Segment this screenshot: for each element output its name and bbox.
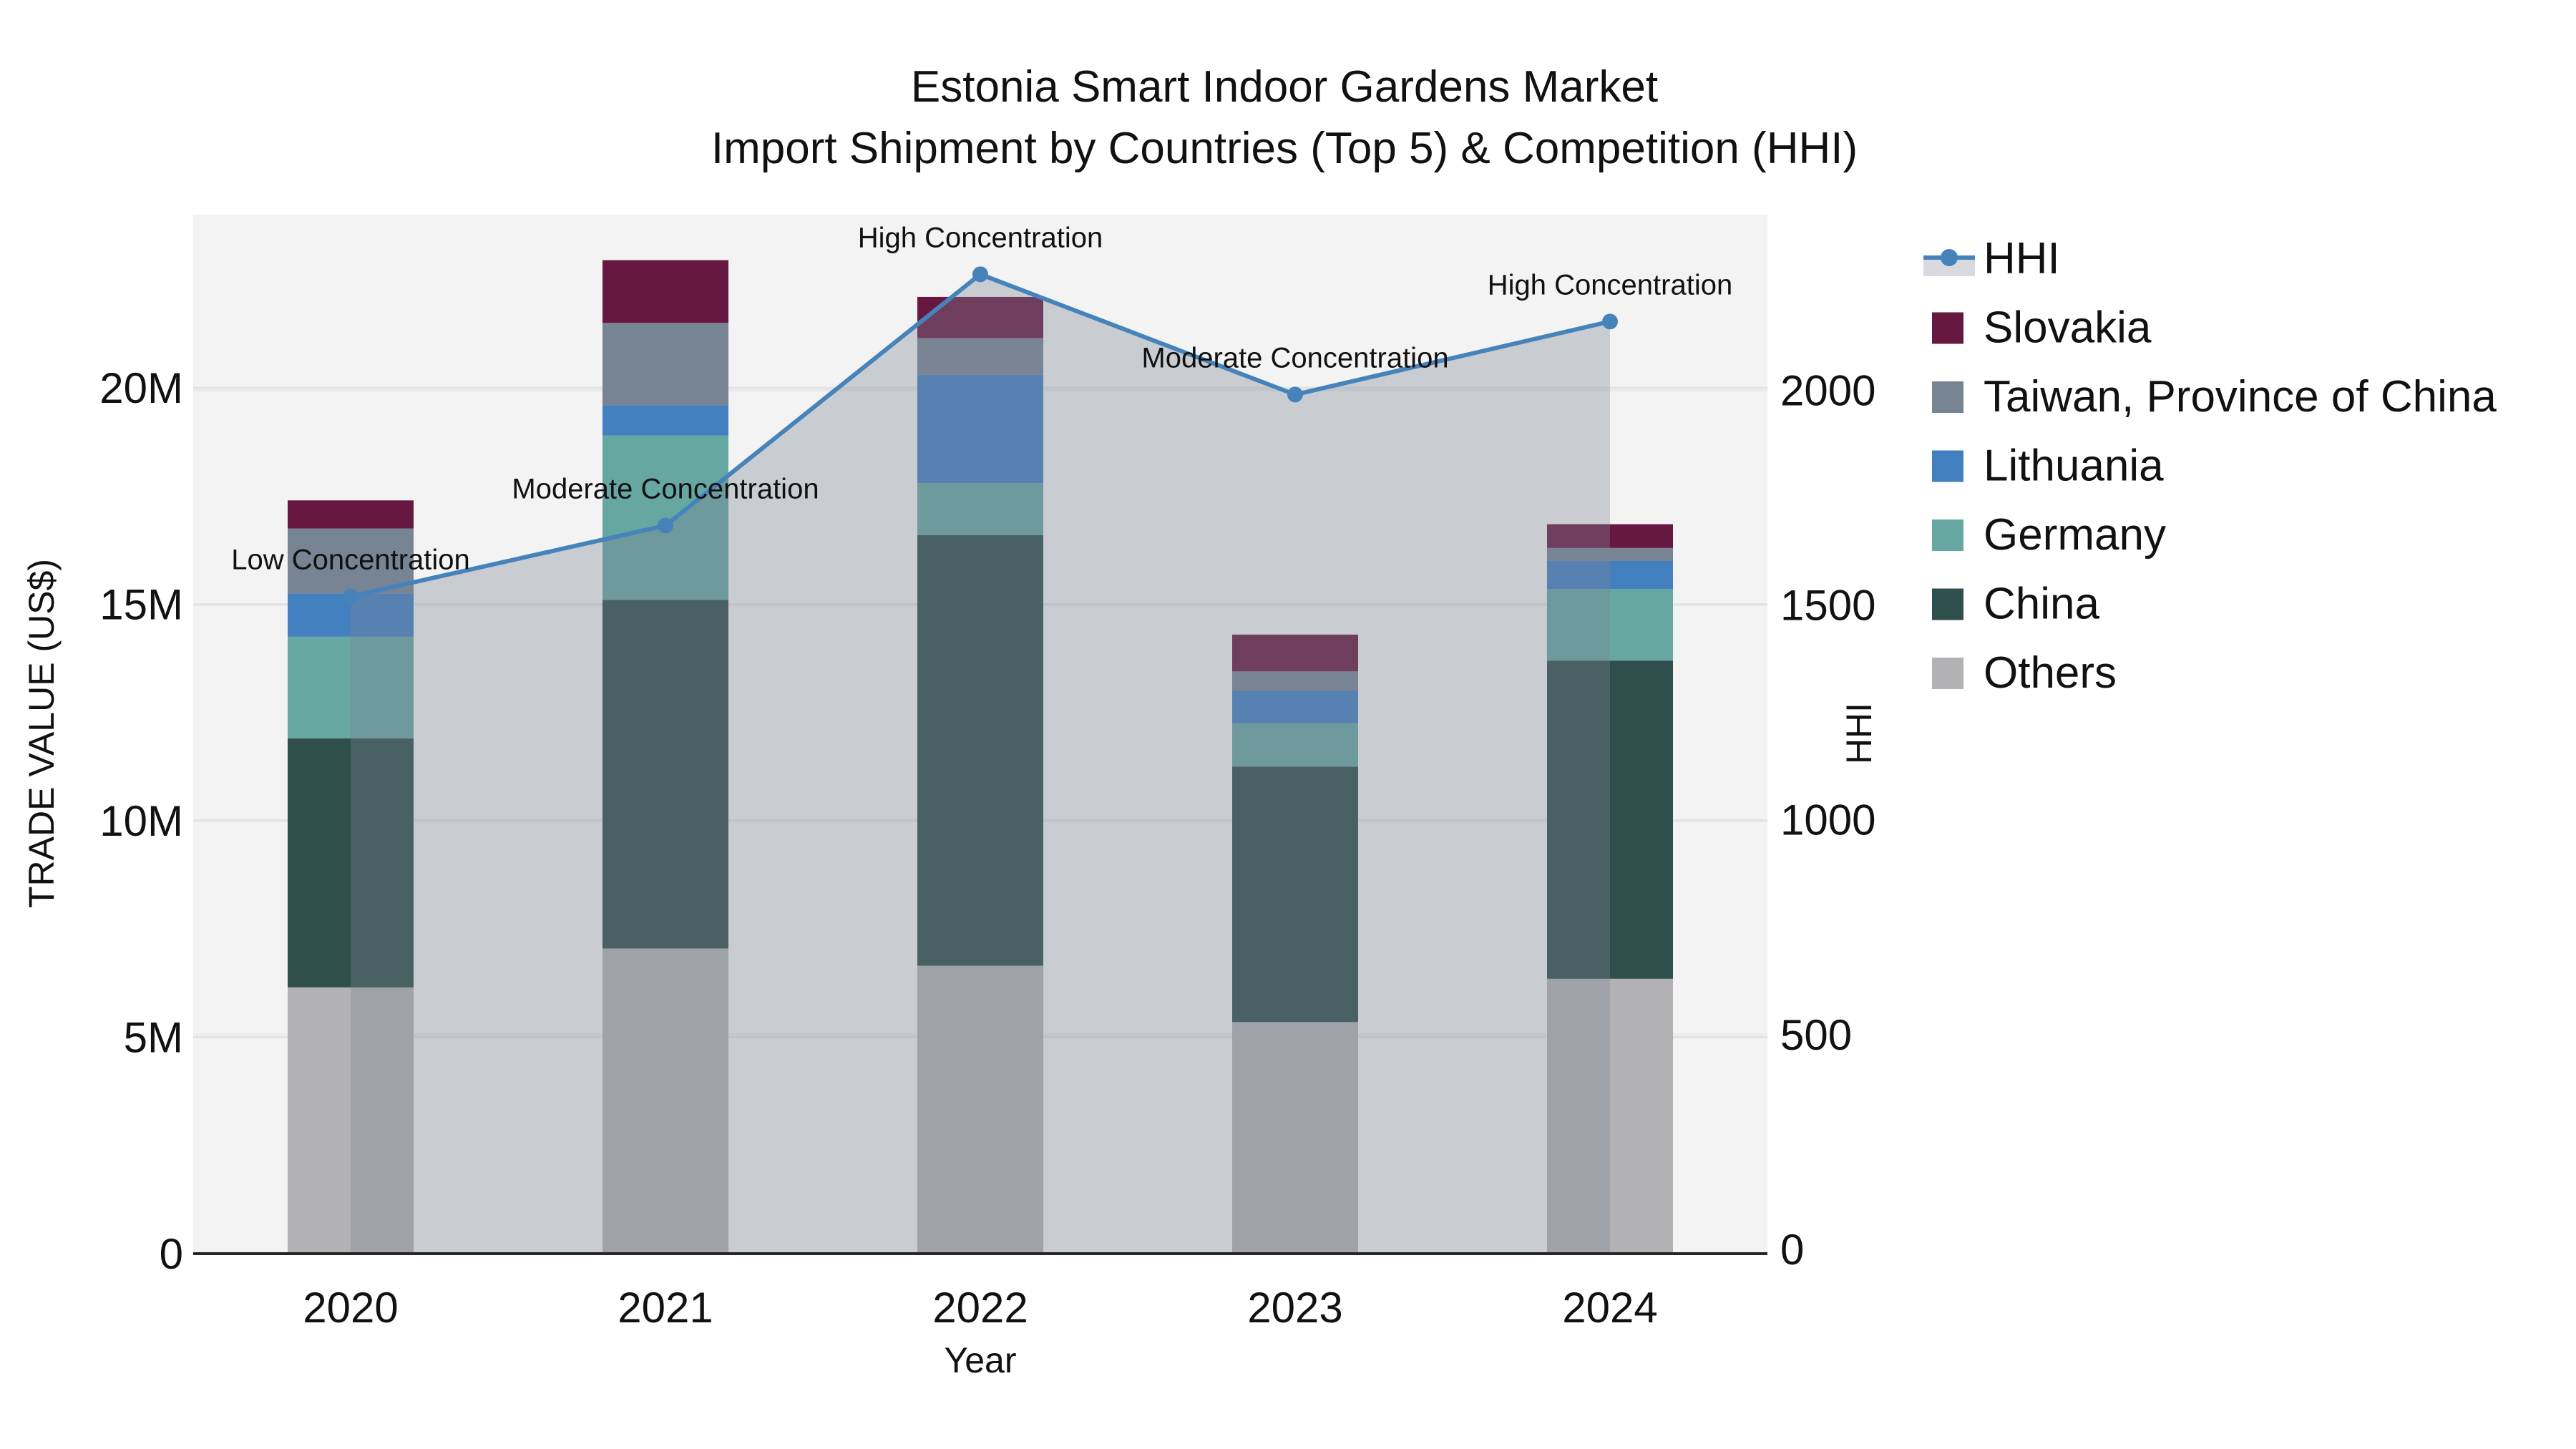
bar-segment-2021-others[interactable] bbox=[602, 948, 728, 1254]
bar-segment-2020-china[interactable] bbox=[288, 738, 414, 987]
chart-title-line1: Estonia Smart Indoor Gardens Market bbox=[911, 62, 1658, 112]
annotations: Low Concentration Moderate Concentration H… bbox=[231, 222, 1732, 575]
bar-segment-2023-others[interactable] bbox=[1232, 1022, 1358, 1254]
legend-label-lithuania: Lithuania bbox=[1984, 441, 2164, 491]
y-left-tick-0: 0 bbox=[160, 1230, 183, 1278]
x-tick-2024: 2024 bbox=[1562, 1284, 1657, 1332]
legend-swatch-germany bbox=[1932, 519, 1963, 551]
legend-item-china[interactable]: China bbox=[1932, 580, 2100, 629]
bar-segment-2021-taiwan-province-of-china[interactable] bbox=[602, 323, 728, 406]
annotation-2024: High Concentration bbox=[1488, 269, 1732, 301]
stacked-bars bbox=[288, 260, 1673, 1254]
hhi-marker-2023[interactable] bbox=[1287, 386, 1303, 403]
bar-segment-2020-others[interactable] bbox=[288, 987, 414, 1254]
bar-segment-2021-china[interactable] bbox=[602, 600, 728, 949]
bar-segment-2024-others[interactable] bbox=[1547, 978, 1673, 1254]
bar-segment-2024-slovakia[interactable] bbox=[1547, 524, 1673, 548]
y-right-tick-1000: 1000 bbox=[1780, 796, 1875, 844]
bar-segment-2024-germany[interactable] bbox=[1547, 589, 1673, 661]
legend-label-others: Others bbox=[1984, 648, 2117, 698]
hhi-marker-2020[interactable] bbox=[343, 588, 358, 605]
y-left-tick-10M: 10M bbox=[99, 797, 183, 845]
bar-segment-2022-lithuania[interactable] bbox=[917, 374, 1043, 484]
x-tick-2022: 2022 bbox=[932, 1284, 1028, 1332]
annotation-2022: High Concentration bbox=[858, 222, 1103, 253]
bar-segment-2020-slovakia[interactable] bbox=[288, 500, 414, 529]
bar-segment-2023-china[interactable] bbox=[1232, 766, 1358, 1023]
x-tick-2023: 2023 bbox=[1247, 1284, 1342, 1332]
legend-label-taiwan-province-of-china: Taiwan, Province of China bbox=[1984, 372, 2497, 421]
y-left-tick-20M: 20M bbox=[99, 364, 183, 412]
bar-segment-2022-taiwan-province-of-china[interactable] bbox=[917, 338, 1043, 375]
bar-segment-2023-taiwan-province-of-china[interactable] bbox=[1232, 671, 1358, 691]
legend-item-lithuania[interactable]: Lithuania bbox=[1932, 441, 2164, 491]
legend-swatch-slovakia bbox=[1932, 312, 1963, 344]
annotation-2021: Moderate Concentration bbox=[512, 473, 819, 504]
y-right-tick-500: 500 bbox=[1780, 1011, 1852, 1059]
legend-label-china: China bbox=[1984, 580, 2100, 629]
annotation-2020: Low Concentration bbox=[231, 545, 470, 576]
bar-segment-2020-germany[interactable] bbox=[288, 636, 414, 739]
y-right-tick-0: 0 bbox=[1780, 1226, 1804, 1274]
bar-segment-2021-slovakia[interactable] bbox=[602, 260, 728, 323]
y-left-tick-15M: 15M bbox=[99, 581, 183, 629]
legend-swatch-others bbox=[1932, 658, 1963, 689]
bar-segment-2024-taiwan-province-of-china[interactable] bbox=[1547, 547, 1673, 561]
legend-item-hhi[interactable]: HHI bbox=[1923, 234, 2060, 283]
bar-segment-2021-lithuania[interactable] bbox=[602, 405, 728, 436]
y-right-axis-title: HHI bbox=[1839, 703, 1879, 764]
hhi-marker-2021[interactable] bbox=[658, 517, 673, 534]
axis-tick-labels: 0 5M 10M 15M 20M 0 500 1000 1500 2000 2020 2021 2022… bbox=[99, 364, 1875, 1332]
hhi-area-fill bbox=[351, 274, 1610, 1254]
bar-segment-2022-germany[interactable] bbox=[917, 483, 1043, 535]
x-tick-2021: 2021 bbox=[618, 1284, 713, 1332]
legend-item-others[interactable]: Others bbox=[1932, 648, 2117, 698]
hhi-marker-2024[interactable] bbox=[1602, 313, 1618, 330]
legend-item-germany[interactable]: Germany bbox=[1932, 510, 2166, 560]
hhi-marker-2022[interactable] bbox=[972, 266, 988, 283]
bar-segment-2024-china[interactable] bbox=[1547, 660, 1673, 979]
y-left-axis-title: TRADE VALUE (US$) bbox=[21, 559, 62, 908]
chart-title-line2: Import Shipment by Countries (Top 5) & C… bbox=[711, 124, 1858, 173]
annotation-2023: Moderate Concentration bbox=[1141, 342, 1448, 374]
bar-segment-2022-china[interactable] bbox=[917, 535, 1043, 966]
legend-swatch-taiwan-province-of-china bbox=[1932, 381, 1963, 413]
bar-segment-2022-others[interactable] bbox=[917, 965, 1043, 1254]
hhi-area-polygon bbox=[351, 274, 1610, 1254]
legend-label-hhi: HHI bbox=[1984, 234, 2060, 283]
legend-item-taiwan-province-of-china[interactable]: Taiwan, Province of China bbox=[1932, 372, 2497, 421]
legend-swatch-china bbox=[1932, 588, 1963, 620]
x-tick-2020: 2020 bbox=[303, 1284, 398, 1332]
bar-segment-2020-taiwan-province-of-china[interactable] bbox=[288, 528, 414, 594]
y-right-tick-1500: 1500 bbox=[1780, 582, 1875, 630]
y-left-tick-5M: 5M bbox=[124, 1014, 183, 1062]
bar-segment-2024-lithuania[interactable] bbox=[1547, 561, 1673, 590]
legend-label-slovakia: Slovakia bbox=[1984, 303, 2152, 353]
legend-swatch-lithuania bbox=[1932, 450, 1963, 482]
legend-item-slovakia[interactable]: Slovakia bbox=[1932, 303, 2152, 353]
bar-segment-2023-germany[interactable] bbox=[1232, 723, 1358, 767]
bar-segment-2023-lithuania[interactable] bbox=[1232, 691, 1358, 723]
hhi-line bbox=[343, 266, 1618, 605]
y-right-tick-2000: 2000 bbox=[1780, 366, 1875, 414]
x-axis-title: Year bbox=[944, 1340, 1016, 1380]
legend-hhi-marker-sample bbox=[1941, 249, 1958, 266]
bar-segment-2022-slovakia[interactable] bbox=[917, 296, 1043, 338]
bar-segment-2023-slovakia[interactable] bbox=[1232, 634, 1358, 672]
legend: HHI Slovakia Taiwan, Province of China Lith… bbox=[1923, 234, 2497, 698]
legend-label-germany: Germany bbox=[1984, 510, 2166, 560]
